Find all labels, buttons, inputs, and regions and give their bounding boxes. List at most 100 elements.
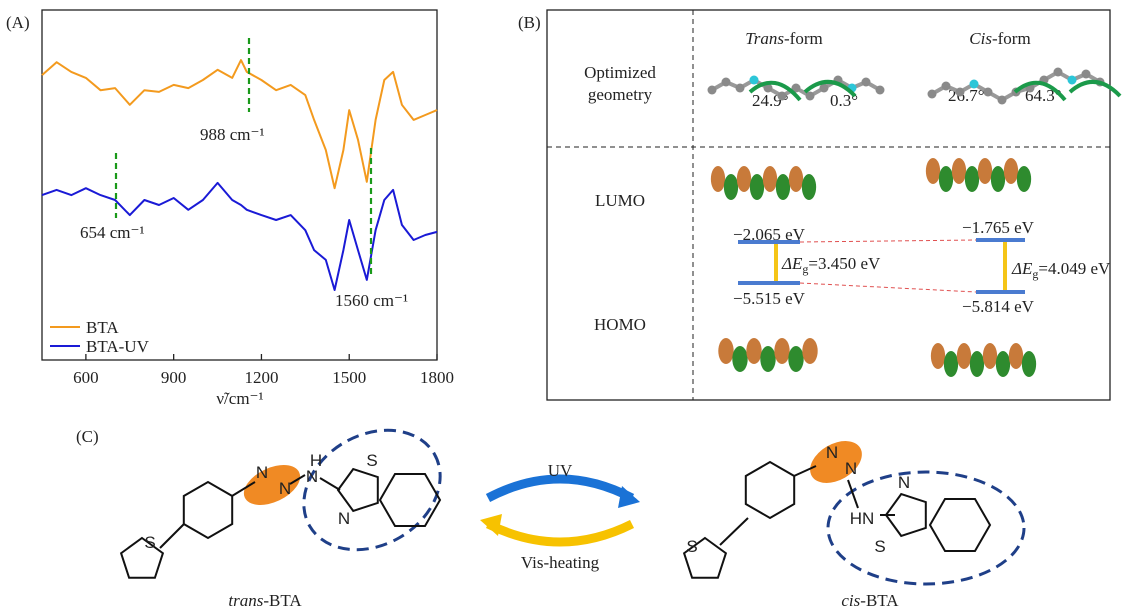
atom-label: S <box>144 533 155 552</box>
atom <box>1068 76 1077 85</box>
orbital-lobe <box>1004 158 1018 184</box>
orbital-lobe <box>746 338 761 364</box>
orbital-lobe <box>939 166 953 192</box>
x-tick-label: 1200 <box>244 368 278 387</box>
annotation: 988 cm⁻¹ <box>200 125 265 144</box>
ring <box>121 538 163 578</box>
atom <box>708 86 717 95</box>
ring <box>380 474 440 526</box>
column-header: Cis-form <box>969 29 1030 48</box>
orbital-drawings <box>708 68 1121 378</box>
row-header: LUMO <box>595 191 645 210</box>
atom <box>998 96 1007 105</box>
homo-energy: −5.515 eV <box>733 289 806 308</box>
gap-value: =4.049 eV <box>1038 259 1111 278</box>
orbital-lobe <box>1022 351 1036 377</box>
atom-label: N <box>256 463 268 482</box>
bond <box>160 524 184 548</box>
x-tick-label: 1800 <box>420 368 454 387</box>
atom <box>722 78 731 87</box>
compound-name: trans-BTA <box>228 591 302 610</box>
annotation: 654 cm⁻¹ <box>80 223 145 242</box>
arrow-label: UV <box>548 461 573 480</box>
orbital-lobe <box>944 351 958 377</box>
orbital-lobe <box>996 351 1010 377</box>
name-rest: -BTA <box>860 591 899 610</box>
name-italic: cis <box>841 591 860 610</box>
orbital-lobe <box>788 346 803 372</box>
orbital-lobe <box>957 343 971 369</box>
lumo-energy: −1.765 eV <box>962 218 1035 237</box>
rotation-arrow <box>1070 82 1120 96</box>
legend-label: BTA-UV <box>86 337 150 356</box>
atom <box>928 90 937 99</box>
orbital-lobe <box>774 338 789 364</box>
atom <box>1082 70 1091 79</box>
connector <box>800 240 976 242</box>
ring <box>184 482 232 538</box>
atom-label: N <box>826 443 838 462</box>
orbital-lobe <box>1009 343 1023 369</box>
orbital-lobe <box>776 174 790 200</box>
header-rest: -form <box>784 29 823 48</box>
header-italic: Trans <box>745 29 784 48</box>
backward-arrow <box>488 524 632 542</box>
atom-label: S <box>366 451 377 470</box>
x-tick-label: 600 <box>73 368 99 387</box>
atom <box>750 76 759 85</box>
gap-symbol: ΔE <box>781 254 803 273</box>
x-tick-label: 1500 <box>332 368 366 387</box>
x-axis-label: ν̃/cm⁻¹ <box>216 389 263 408</box>
orbital-lobe <box>965 166 979 192</box>
atom <box>1054 68 1063 77</box>
row-header: geometry <box>588 85 653 104</box>
orbital-lobe <box>718 338 733 364</box>
orbital-lobe <box>760 346 775 372</box>
atom <box>862 78 871 87</box>
atom <box>984 88 993 97</box>
orbital-lobe <box>789 166 803 192</box>
orbital-lobe <box>926 158 940 184</box>
atom-label: HN <box>850 509 875 528</box>
atom-label: N <box>898 473 910 492</box>
arrow-label: Vis-heating <box>521 553 600 572</box>
orbital-lobe <box>724 174 738 200</box>
orbital-lobe <box>978 158 992 184</box>
orbital-lobe <box>991 166 1005 192</box>
row-header: Optimized <box>584 63 656 82</box>
name-italic: trans <box>228 591 263 610</box>
atom-label: S <box>686 537 697 556</box>
orbital-lobe <box>1017 166 1031 192</box>
gap-symbol: ΔE <box>1011 259 1033 278</box>
ring <box>746 462 794 518</box>
ring <box>930 499 990 551</box>
atom <box>736 84 745 93</box>
orbital-lobe <box>737 166 751 192</box>
orbital-lobe <box>802 338 817 364</box>
atom-label: N <box>338 509 350 528</box>
panel-label: (A) <box>6 13 30 32</box>
header-rest: -form <box>992 29 1031 48</box>
homo-energy: −5.814 eV <box>962 297 1035 316</box>
bond <box>320 478 340 490</box>
legend-label: BTA <box>86 318 119 337</box>
azo-highlight <box>238 457 307 513</box>
orbital-lobe <box>983 343 997 369</box>
atom <box>956 88 965 97</box>
atom <box>970 80 979 89</box>
name-rest: -BTA <box>263 591 302 610</box>
orbital-lobe <box>952 158 966 184</box>
atom-label: N <box>279 479 291 498</box>
atom-label: S <box>874 537 885 556</box>
panel-label: (C) <box>76 427 99 446</box>
azo-highlight <box>803 432 869 491</box>
atom <box>876 86 885 95</box>
annotation: 1560 cm⁻¹ <box>335 291 408 310</box>
atom-label: N <box>306 467 318 486</box>
lumo-energy: −2.065 eV <box>733 225 806 244</box>
atom <box>942 82 951 91</box>
header-italic: Cis <box>969 29 992 48</box>
column-header: Trans-form <box>745 29 822 48</box>
forward-arrow <box>488 479 632 498</box>
orbital-lobe <box>732 346 747 372</box>
